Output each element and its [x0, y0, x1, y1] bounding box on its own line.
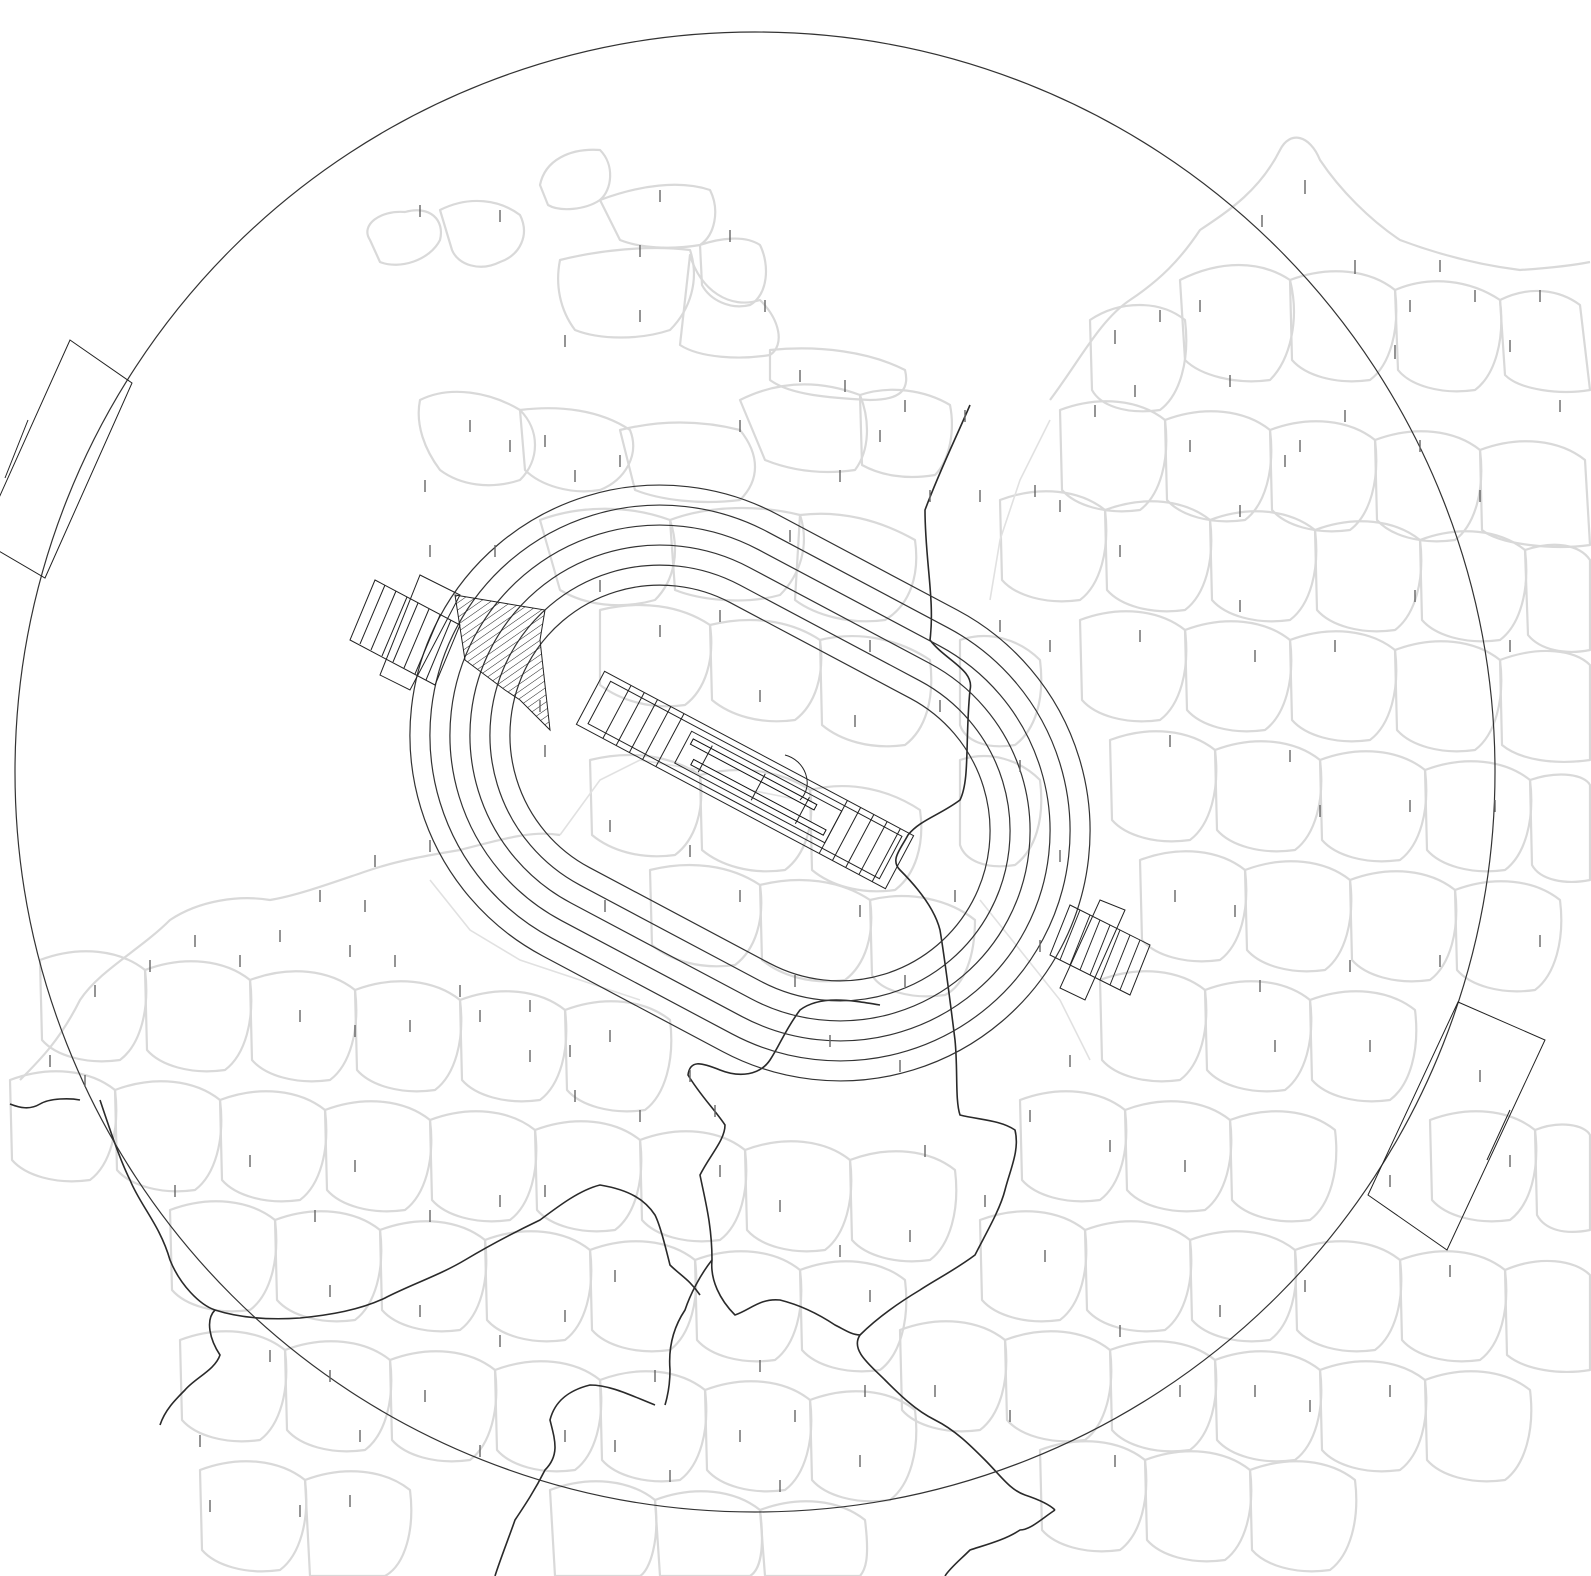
arrival-arc[interactable]: [784, 754, 808, 801]
approach-corridor-northwest[interactable]: [349, 574, 551, 732]
runway-complex[interactable]: [575, 670, 915, 890]
airspace-structures: [0, 31, 1546, 1513]
region-label-marks: [49, 180, 1561, 1517]
hatched-zone[interactable]: [454, 594, 551, 732]
administrative-region-boundaries: [8, 136, 1591, 1576]
sector-box-west[interactable]: [0, 339, 133, 579]
sector-box-east[interactable]: [1367, 1001, 1546, 1251]
national-borders: [9, 404, 1056, 1576]
holding-pattern-racetracks[interactable]: [322, 397, 1178, 1169]
outer-control-area-circle[interactable]: [14, 31, 1496, 1513]
approach-corridor-southeast[interactable]: [1049, 899, 1151, 1001]
